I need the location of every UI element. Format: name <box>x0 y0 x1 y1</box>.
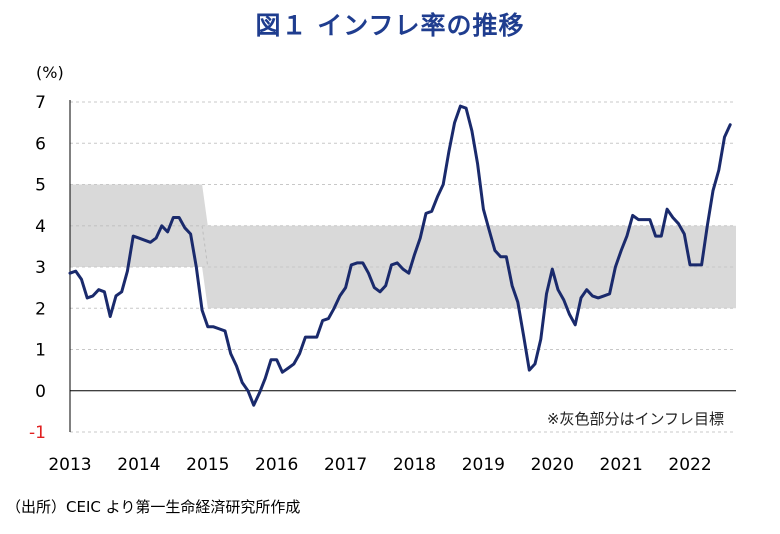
x-tick-label: 2017 <box>324 455 367 475</box>
y-tick-label: 7 <box>35 93 46 113</box>
series-layer <box>68 104 732 407</box>
y-tick-label: 2 <box>35 299 46 319</box>
target-band-annotation: ※灰色部分はインフレ目標 <box>547 410 724 428</box>
x-tick-label: 2014 <box>117 455 160 475</box>
y-tick-label: 5 <box>35 176 46 196</box>
x-tick-label: 2013 <box>48 455 91 475</box>
x-tick-label: 2021 <box>600 455 643 475</box>
x-tick-label: 2015 <box>186 455 229 475</box>
y-tick-label: 1 <box>35 341 46 361</box>
y-tick-label: 3 <box>35 258 46 278</box>
target-band <box>70 184 736 309</box>
axis-layer <box>69 100 736 432</box>
x-tick-label: 2018 <box>393 455 436 475</box>
y-tick-label: -1 <box>29 423 46 443</box>
y-tick-label: 6 <box>35 134 46 154</box>
x-tick-label: 2019 <box>462 455 505 475</box>
y-axis-unit-label: (%) <box>36 63 64 82</box>
y-tick-label: 0 <box>35 382 46 402</box>
x-tick-label: 2020 <box>531 455 574 475</box>
x-tick-label: 2016 <box>255 455 298 475</box>
target-band-layer <box>70 184 736 309</box>
grid-layer <box>70 101 736 433</box>
y-tick-label: 4 <box>35 217 46 237</box>
chart-title: 図１ インフレ率の推移 <box>255 11 525 40</box>
series-line <box>68 104 732 407</box>
source-note: （出所）CEIC より第一生命経済研究所作成 <box>6 498 301 516</box>
x-tick-label: 2022 <box>668 455 711 475</box>
